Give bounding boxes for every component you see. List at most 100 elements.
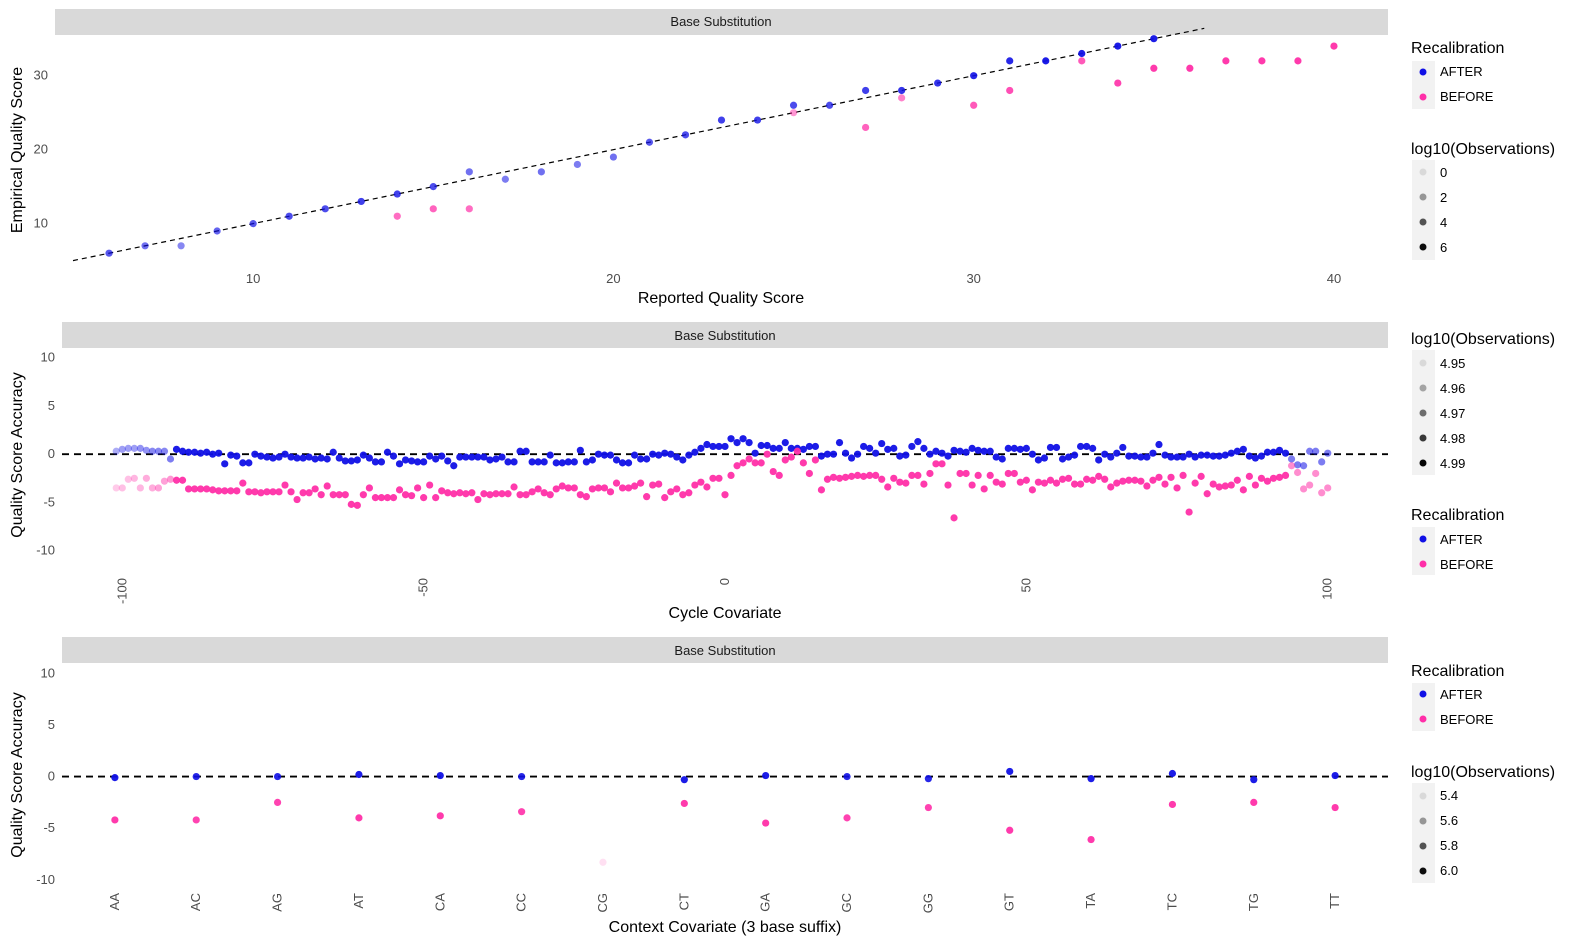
point-before [1155,473,1163,481]
point-after [389,452,398,460]
point-before [209,486,217,494]
legend-3-obs-label-2: 5.8 [1440,838,1458,853]
point-after [498,453,506,461]
point-before [854,471,862,480]
point-after [383,448,392,456]
point-before [393,212,401,220]
point-before [233,487,241,495]
point-before [1016,478,1024,486]
point-before [1239,486,1247,494]
y-tick-label: 10 [41,350,55,365]
x-tick-label: GT [1002,893,1017,911]
point-after [1149,449,1157,457]
point-after [166,455,175,463]
point-before [251,488,259,496]
point-after [1089,444,1097,452]
point-before [600,484,609,492]
point-after [609,153,618,161]
point-after [1006,767,1014,776]
point-after [986,447,994,455]
point-before [637,479,645,487]
point-after [273,772,282,781]
point-before [347,500,355,508]
point-before [745,455,753,463]
point-after [1125,452,1133,460]
point-before [377,494,386,502]
point-before [355,814,363,822]
point-after [124,444,132,452]
point-after [1034,456,1043,464]
point-before [456,489,464,497]
x-tick-label: CT [676,893,691,910]
point-before [570,484,578,492]
point-before [1185,508,1193,516]
legend-1-key-before [1419,93,1427,101]
point-before [395,486,404,494]
point-after [522,447,530,455]
point-after [733,438,741,447]
point-before [1281,471,1290,480]
point-after [209,450,217,458]
point-before [715,474,723,482]
point-before [148,484,157,492]
legend-3-recal-title: Recalibration [1411,663,1504,680]
point-before [263,488,271,496]
point-before [184,485,193,493]
legend-key-bg [1412,783,1435,883]
y-tick-label: 30 [34,68,48,83]
legend-1-obs-key-0 [1419,168,1427,176]
x-axis-title-3: Context Covariate (3 base suffix) [609,919,842,936]
point-before [444,489,452,497]
point-after [1197,451,1205,459]
point-before [974,471,982,480]
point-after [468,453,476,461]
legend-3-obs-key-0 [1419,792,1427,800]
point-after [1227,449,1235,457]
point-after [1078,49,1086,58]
point-before [703,483,711,491]
point-after [1155,440,1163,449]
point-before [450,490,458,498]
point-before [811,456,820,464]
point-before [365,484,373,492]
point-after [1275,446,1284,454]
point-after [1137,453,1145,461]
point-before [414,484,422,492]
point-after [1119,443,1127,452]
point-before [1058,475,1067,483]
point-after [721,442,729,451]
x-tick-label: 100 [1320,578,1335,600]
point-before [847,472,856,480]
point-after [287,453,295,461]
point-after [637,455,645,463]
point-before [1197,472,1205,480]
point-after [582,458,590,466]
point-before [588,485,597,493]
point-before [522,491,530,499]
point-after [1083,442,1091,451]
point-after [1324,449,1332,457]
point-after [1087,775,1095,783]
point-after [896,452,904,460]
point-before [649,481,657,489]
legend-2-obs-key-0 [1419,359,1427,367]
x-tick-label: 50 [1018,578,1033,592]
point-before [962,469,970,478]
point-before [341,491,349,499]
point-before [763,450,771,458]
point-after [111,774,119,782]
point-after [564,458,572,466]
point-after [1318,458,1326,466]
point-after [510,458,518,466]
point-after [1113,449,1121,457]
point-before [1331,803,1339,812]
point-after [745,438,753,447]
legend-1-label-after: AFTER [1440,64,1483,79]
point-after [1168,769,1177,778]
point-after [323,455,331,463]
point-before [1087,835,1095,844]
point-before [1287,462,1296,470]
point-after [1233,447,1241,455]
point-before [178,476,187,484]
point-before [273,798,282,806]
